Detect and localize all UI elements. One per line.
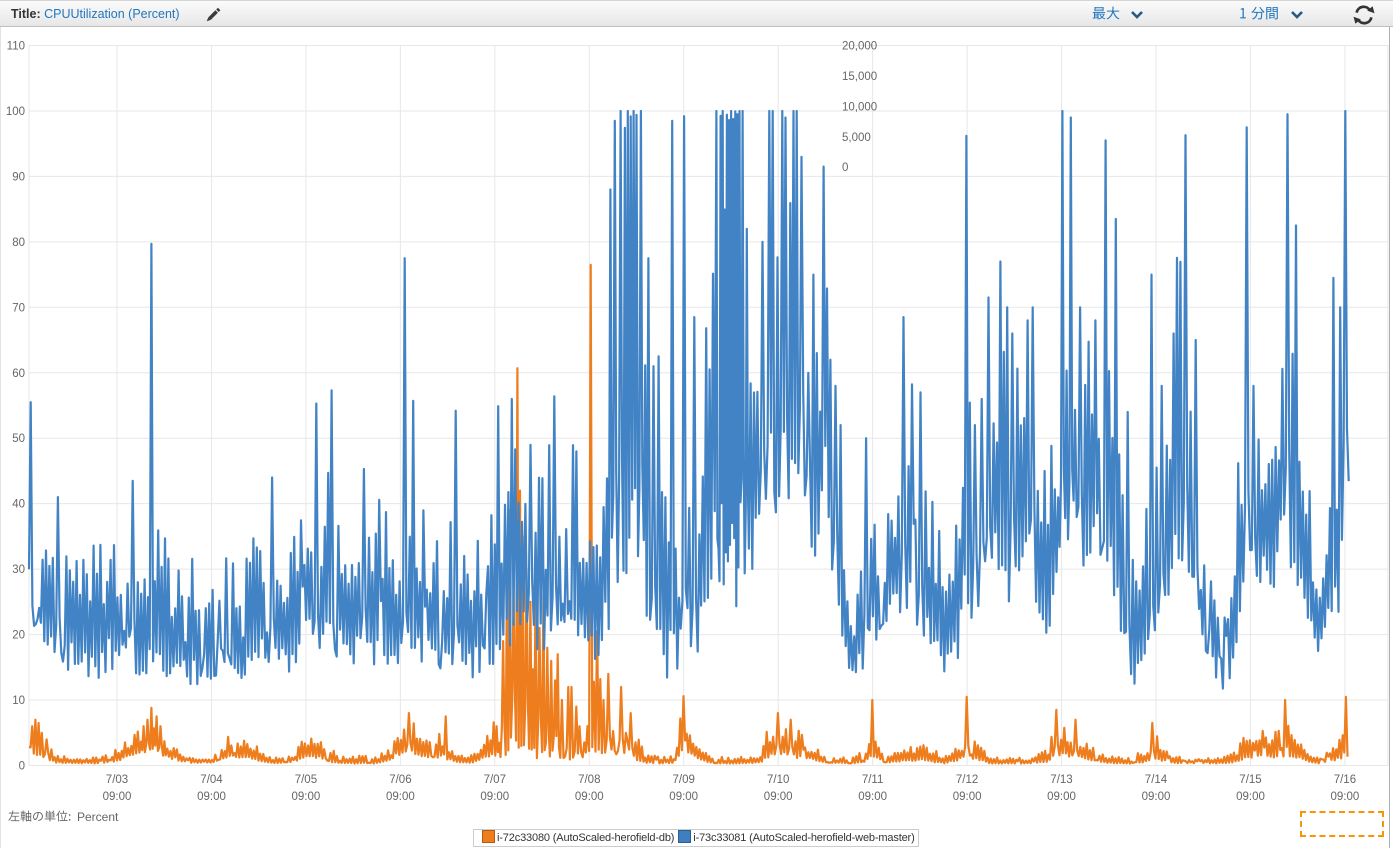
- svg-text:50: 50: [12, 433, 25, 445]
- svg-text:7/03: 7/03: [106, 774, 128, 786]
- svg-text:10,000: 10,000: [842, 101, 877, 113]
- svg-text:09:00: 09:00: [764, 791, 793, 803]
- svg-text:7/05: 7/05: [295, 774, 317, 786]
- svg-text:09:00: 09:00: [575, 791, 604, 803]
- svg-text:09:00: 09:00: [669, 791, 698, 803]
- svg-text:09:00: 09:00: [953, 791, 982, 803]
- svg-text:7/15: 7/15: [1239, 774, 1261, 786]
- svg-text:110: 110: [7, 41, 25, 53]
- svg-text:09:00: 09:00: [197, 791, 226, 803]
- svg-text:0: 0: [842, 162, 848, 174]
- svg-text:09:00: 09:00: [103, 791, 132, 803]
- svg-text:80: 80: [12, 237, 25, 249]
- svg-text:7/08: 7/08: [578, 774, 600, 786]
- svg-text:09:00: 09:00: [480, 791, 509, 803]
- svg-text:20: 20: [12, 630, 25, 642]
- svg-text:20,000: 20,000: [842, 41, 877, 53]
- svg-text:60: 60: [12, 368, 25, 380]
- svg-text:7/09: 7/09: [673, 774, 695, 786]
- svg-text:09:00: 09:00: [1142, 791, 1171, 803]
- svg-text:7/12: 7/12: [956, 774, 978, 786]
- svg-text:70: 70: [12, 302, 25, 314]
- svg-text:90: 90: [12, 171, 25, 183]
- svg-text:0: 0: [19, 761, 25, 773]
- svg-text:15,000: 15,000: [842, 71, 877, 83]
- svg-text:30: 30: [12, 564, 25, 576]
- svg-text:7/10: 7/10: [767, 774, 789, 786]
- svg-text:5,000: 5,000: [842, 132, 871, 144]
- svg-text:7/04: 7/04: [200, 774, 223, 786]
- svg-text:09:00: 09:00: [858, 791, 887, 803]
- svg-text:09:00: 09:00: [1047, 791, 1076, 803]
- svg-text:40: 40: [12, 499, 25, 511]
- svg-text:7/06: 7/06: [389, 774, 411, 786]
- svg-text:09:00: 09:00: [386, 791, 415, 803]
- svg-text:10: 10: [12, 695, 25, 707]
- svg-text:100: 100: [6, 106, 25, 118]
- svg-text:7/13: 7/13: [1050, 774, 1072, 786]
- svg-text:7/16: 7/16: [1334, 774, 1356, 786]
- svg-text:7/11: 7/11: [862, 774, 884, 786]
- svg-text:7/14: 7/14: [1145, 774, 1168, 786]
- svg-text:09:00: 09:00: [292, 791, 321, 803]
- svg-text:09:00: 09:00: [1236, 791, 1265, 803]
- svg-text:7/07: 7/07: [484, 774, 506, 786]
- svg-text:09:00: 09:00: [1331, 791, 1360, 803]
